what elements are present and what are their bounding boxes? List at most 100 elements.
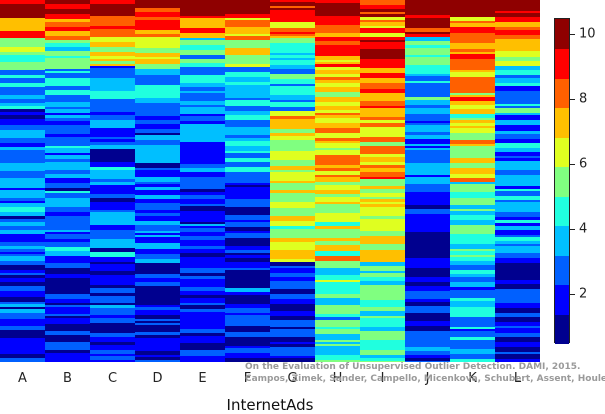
heatmap-cell [405, 321, 450, 326]
heatmap-cell [135, 210, 180, 213]
heatmap-cell [450, 255, 495, 257]
heatmap-cell [270, 129, 315, 133]
heatmap-cell [315, 148, 360, 150]
colorbar-segment [555, 196, 569, 227]
heatmap-cell [450, 209, 495, 211]
heatmap-cell [225, 124, 270, 127]
heatmap-cell [0, 122, 45, 125]
heatmap-cell [360, 96, 405, 101]
heatmap-cell [45, 162, 90, 167]
heatmap-cell [450, 27, 495, 30]
colorbar-segment [555, 48, 569, 79]
heatmap-cell [315, 238, 360, 241]
heatmap-cell [405, 48, 450, 52]
heatmap-cell [135, 199, 180, 203]
heatmap-cell [225, 111, 270, 115]
heatmap-cell [450, 70, 495, 72]
heatmap-cell [315, 113, 360, 115]
heatmap-cell [270, 316, 315, 320]
heatmap-cell [405, 263, 450, 268]
heatmap-cell [0, 297, 45, 302]
heatmap-cell [225, 238, 270, 243]
heatmap-cell [315, 11, 360, 16]
heatmap-cell [180, 184, 225, 189]
heatmap-cell [0, 8, 45, 12]
heatmap-cell [45, 183, 90, 188]
x-axis-label: InternetAds [226, 396, 314, 414]
heatmap-cell [450, 80, 495, 84]
heatmap-cell [360, 246, 405, 250]
heatmap-cell [45, 193, 90, 198]
heatmap-cell [360, 186, 405, 189]
heatmap-cell [315, 168, 360, 171]
heatmap-cell [90, 328, 135, 333]
heatmap-cell [405, 93, 450, 97]
heatmap-cell [180, 333, 225, 336]
heatmap-cell [270, 43, 315, 47]
heatmap-cell [360, 42, 405, 44]
heatmap-cell [315, 275, 360, 280]
heatmap-cell [0, 316, 45, 319]
heatmap-cell [0, 212, 45, 216]
heatmap-cell [90, 99, 135, 104]
heatmap-cell [405, 170, 450, 175]
heatmap-cell [180, 336, 225, 338]
heatmap-cell [90, 125, 135, 128]
heatmap-cell [450, 126, 495, 128]
heatmap-cell [225, 59, 270, 62]
heatmap-cell [225, 82, 270, 85]
heatmap-cell [270, 2, 315, 4]
heatmap-cell [405, 13, 450, 15]
heatmap-cell [270, 116, 315, 119]
heatmap-cell [45, 335, 90, 340]
heatmap-cell [90, 350, 135, 354]
heatmap-cell [270, 15, 315, 20]
heatmap-cell [225, 88, 270, 93]
column-label-a: A [18, 371, 27, 386]
heatmap-cell [405, 144, 450, 146]
heatmap-cell [45, 225, 90, 230]
heatmap-cell [0, 83, 45, 87]
heatmap-cell [135, 346, 180, 351]
heatmap-cell [90, 68, 135, 73]
heatmap-cell [360, 5, 405, 9]
heatmap-cell [405, 189, 450, 192]
heatmap-cell [135, 290, 180, 294]
heatmap-cell [0, 31, 45, 33]
heatmap-cell [135, 182, 180, 184]
heatmap-cell [360, 358, 405, 361]
heatmap-cell [180, 155, 225, 159]
heatmap-cell [0, 347, 45, 351]
heatmap-cell [405, 201, 450, 205]
heatmap-cell [405, 154, 450, 157]
heatmap-cell [405, 316, 450, 321]
heatmap-cell [405, 180, 450, 184]
heatmap-cell [0, 230, 45, 234]
heatmap-cell [225, 25, 270, 27]
heatmap-cell [450, 13, 495, 17]
heatmap-cell [180, 79, 225, 83]
heatmap-cell [135, 249, 180, 254]
heatmap-cell [90, 4, 135, 8]
heatmap-cell [45, 51, 90, 56]
heatmap-cell [0, 190, 45, 193]
heatmap-cell [450, 198, 495, 200]
heatmap-cell [450, 293, 495, 298]
heatmap-cell [315, 245, 360, 247]
heatmap-cell [495, 148, 540, 152]
heatmap-cell [315, 56, 360, 60]
heatmap-cell [270, 181, 315, 183]
heatmap-cell [135, 64, 180, 69]
heatmap-cell [270, 74, 315, 79]
heatmap-cell [90, 342, 135, 345]
heatmap-cell [0, 333, 45, 338]
heatmap-cell [0, 38, 45, 40]
heatmap-cell [135, 48, 180, 53]
heatmap-cell [45, 274, 90, 278]
heatmap-cell [495, 359, 540, 362]
heatmap-cell [45, 11, 90, 14]
heatmap-cell [135, 247, 180, 249]
heatmap-cell [180, 361, 225, 362]
heatmap-cell [360, 361, 405, 362]
heatmap-cell [450, 265, 495, 270]
